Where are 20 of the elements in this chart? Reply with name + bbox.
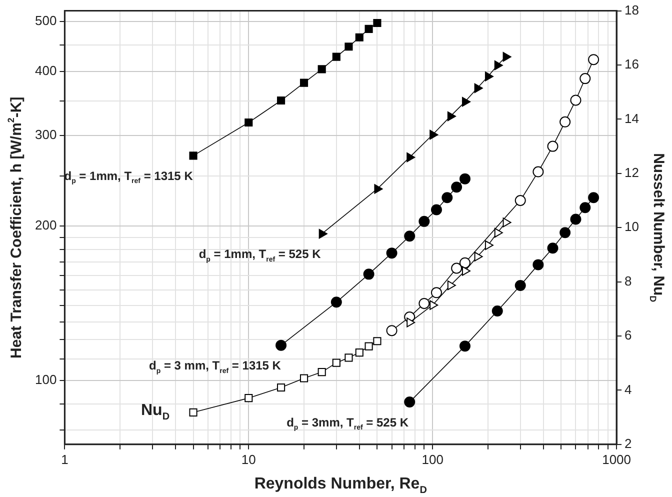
- x-tick-label: 1: [61, 452, 68, 467]
- y2-tick-label: 6: [624, 328, 632, 343]
- y-tick-label: 100: [34, 372, 57, 387]
- y2-tick-label: 2: [624, 436, 632, 451]
- y-tick-label: 500: [34, 13, 57, 28]
- x-tick-label: 1000: [602, 452, 631, 467]
- y2-tick-label: 16: [624, 56, 640, 72]
- y2-tick-label: 18: [624, 2, 640, 18]
- y-tick-label: 300: [34, 127, 57, 142]
- y2-axis-title: Nusselt Number, NuD: [648, 153, 667, 303]
- y2-tick-label: 4: [624, 382, 632, 397]
- y2-tick-label: 14: [624, 110, 640, 126]
- x-tick-label: 100: [422, 452, 444, 467]
- y-axis-title: Heat Transfer Coefficient, h [W/m2-K]: [6, 96, 26, 358]
- y-tick-label: 200: [34, 217, 57, 232]
- y-tick-label: 400: [34, 62, 57, 78]
- x-tick-label: 10: [241, 452, 256, 467]
- y2-tick-label: 12: [624, 164, 640, 180]
- y2-tick-label: 10: [624, 219, 640, 234]
- y2-tick-label: 8: [624, 273, 632, 288]
